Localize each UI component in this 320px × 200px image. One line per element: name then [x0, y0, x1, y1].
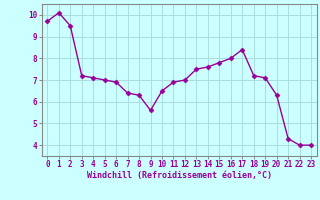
X-axis label: Windchill (Refroidissement éolien,°C): Windchill (Refroidissement éolien,°C): [87, 171, 272, 180]
